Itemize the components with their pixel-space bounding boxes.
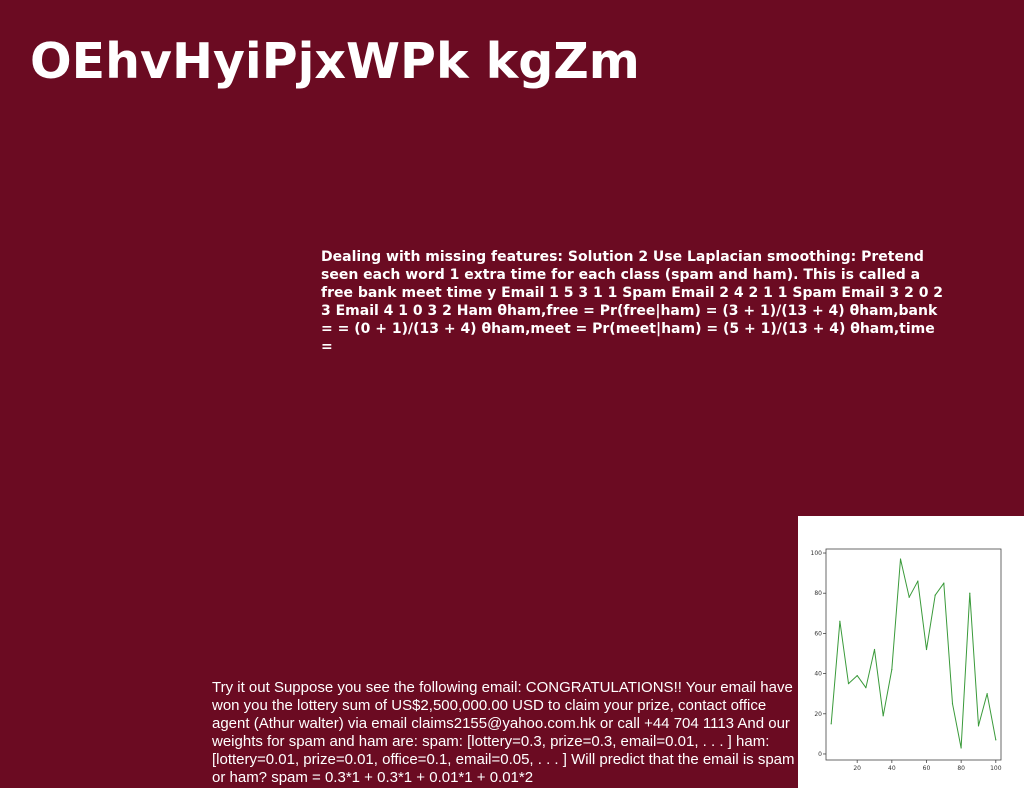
plot-frame: [826, 549, 1001, 760]
data-point: [952, 703, 953, 704]
data-point: [857, 675, 858, 676]
x-tick-label: 40: [888, 765, 896, 772]
data-point: [987, 693, 988, 694]
data-point: [943, 583, 944, 584]
data-point: [909, 597, 910, 598]
data-point: [900, 558, 901, 559]
data-point: [883, 715, 884, 716]
y-tick-label: 0: [818, 751, 822, 758]
data-point: [874, 649, 875, 650]
data-point: [831, 723, 832, 724]
y-tick-label: 40: [814, 671, 822, 678]
data-point: [961, 747, 962, 748]
data-point: [848, 683, 849, 684]
data-point: [839, 621, 840, 622]
data-point: [891, 669, 892, 670]
series-line: [831, 559, 996, 748]
data-point: [978, 725, 979, 726]
data-point: [917, 581, 918, 582]
chart-panel: 0 20 40 60 80 100 20 40 60 80 100: [798, 516, 1024, 788]
data-point: [969, 593, 970, 594]
x-tick-label: 100: [990, 765, 1002, 772]
slide-title: OEhvHyiPjxWPk kgZm: [30, 32, 640, 92]
data-point: [935, 595, 936, 596]
y-tick-label: 80: [814, 590, 822, 597]
data-point: [995, 739, 996, 740]
data-point: [926, 649, 927, 650]
x-tick-label: 20: [853, 765, 861, 772]
laplacian-smoothing-text: Dealing with missing features: Solution …: [321, 248, 945, 356]
x-tick-label: 60: [923, 765, 931, 772]
y-tick-label: 100: [811, 550, 823, 557]
line-chart: 0 20 40 60 80 100 20 40 60 80 100: [798, 516, 1024, 788]
y-tick-label: 20: [814, 711, 822, 718]
data-point: [865, 687, 866, 688]
try-it-out-text: Try it out Suppose you see the following…: [212, 679, 796, 788]
y-tick-label: 60: [814, 630, 822, 637]
x-tick-label: 80: [957, 765, 965, 772]
